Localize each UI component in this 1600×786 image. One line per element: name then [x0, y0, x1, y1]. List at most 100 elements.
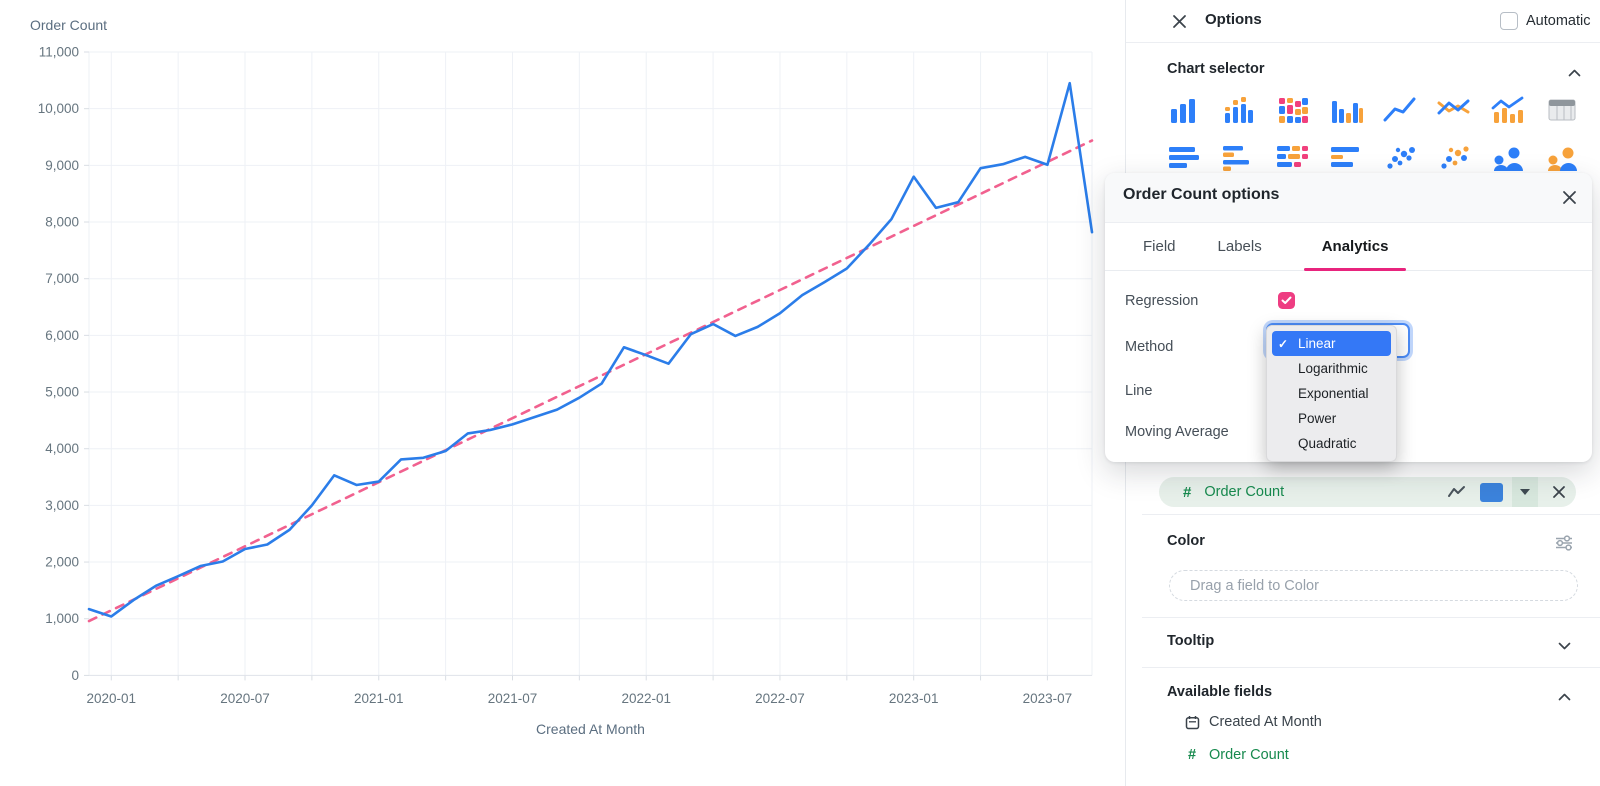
scatter-duo-icon[interactable]: [1437, 143, 1471, 173]
field-item-order-count[interactable]: # Order Count: [1184, 747, 1289, 763]
svg-text:7,000: 7,000: [45, 271, 79, 286]
method-label: Method: [1125, 339, 1174, 355]
regression-checkbox[interactable]: [1278, 292, 1295, 309]
svg-text:8,000: 8,000: [45, 215, 79, 230]
automatic-checkbox-label: Automatic: [1526, 13, 1591, 29]
popup-close-icon[interactable]: [1560, 188, 1578, 206]
tab-field[interactable]: Field: [1143, 237, 1176, 255]
order-count-options-popup: Order Count options Field Labels Analyti…: [1105, 173, 1592, 462]
chevron-down-icon: [1520, 489, 1530, 495]
combo-chart-icon[interactable]: [1491, 95, 1525, 125]
scatter-icon[interactable]: [1383, 143, 1417, 173]
line-label: Line: [1125, 383, 1153, 399]
check-icon: [1281, 296, 1292, 304]
method-option-exponential[interactable]: ✓Exponential: [1272, 381, 1391, 406]
popup-tabs: Field Labels Analytics: [1105, 222, 1592, 271]
line-chart-icon[interactable]: [1383, 95, 1417, 125]
method-option-label: Quadratic: [1298, 436, 1357, 451]
svg-text:2,000: 2,000: [45, 555, 79, 570]
number-field-icon: #: [1183, 483, 1192, 501]
svg-text:9,000: 9,000: [45, 158, 79, 173]
bar-chart-icon[interactable]: [1167, 95, 1201, 125]
svg-text:2020-01: 2020-01: [87, 691, 137, 706]
chart-selector-collapse-icon[interactable]: [1568, 64, 1581, 82]
chart-selector-title: Chart selector: [1167, 61, 1265, 77]
series-pill-label: Order Count: [1204, 484, 1285, 500]
svg-text:2022-07: 2022-07: [755, 691, 805, 706]
automatic-checkbox[interactable]: [1500, 12, 1518, 30]
remove-series-icon[interactable]: [1552, 485, 1566, 499]
svg-text:1,000: 1,000: [45, 611, 79, 626]
svg-text:4,000: 4,000: [45, 441, 79, 456]
color-drop-placeholder: Drag a field to Color: [1190, 577, 1319, 594]
column-duo-icon[interactable]: [1329, 95, 1363, 125]
series-pill-order-count[interactable]: # Order Count: [1159, 477, 1576, 507]
hbar-duo-icon[interactable]: [1221, 143, 1255, 173]
method-option-linear[interactable]: ✓ Linear: [1272, 331, 1391, 356]
divider: [1142, 514, 1600, 515]
svg-text:2023-01: 2023-01: [889, 691, 939, 706]
available-fields-collapse-icon[interactable]: [1558, 688, 1571, 706]
svg-text:2022-01: 2022-01: [621, 691, 671, 706]
svg-text:2021-01: 2021-01: [354, 691, 404, 706]
stacked-grid-icon[interactable]: [1275, 95, 1309, 125]
close-options-icon[interactable]: [1170, 12, 1188, 30]
method-option-label: Linear: [1298, 336, 1336, 351]
tab-analytics[interactable]: Analytics: [1303, 222, 1407, 271]
series-color-swatch[interactable]: [1480, 482, 1503, 502]
moving-average-label: Moving Average: [1125, 424, 1229, 440]
hash-icon: #: [1187, 747, 1197, 763]
svg-text:Created At Month: Created At Month: [536, 721, 645, 737]
color-section-title: Color: [1167, 533, 1205, 549]
regression-label: Regression: [1125, 293, 1199, 309]
hbar-long-icon[interactable]: [1329, 143, 1363, 173]
method-option-label: Logarithmic: [1298, 361, 1368, 376]
people-icon[interactable]: [1491, 143, 1525, 173]
color-drop-zone[interactable]: Drag a field to Color: [1169, 570, 1578, 601]
popup-title: Order Count options: [1123, 186, 1280, 203]
chart-type-row-1: [1167, 95, 1579, 125]
method-dropdown-menu: ✓ Linear ✓Logarithmic✓Exponential✓Power✓Qu…: [1266, 325, 1397, 462]
method-option-label: Power: [1298, 411, 1337, 426]
method-option-logarithmic[interactable]: ✓Logarithmic: [1272, 356, 1391, 381]
svg-text:2020-07: 2020-07: [220, 691, 270, 706]
table-icon[interactable]: [1545, 95, 1579, 125]
svg-text:2021-07: 2021-07: [488, 691, 538, 706]
multi-line-icon[interactable]: [1437, 95, 1471, 125]
tooltip-expand-icon[interactable]: [1558, 637, 1571, 655]
tab-labels[interactable]: Labels: [1217, 237, 1262, 255]
calendar-icon: [1184, 715, 1200, 730]
series-color-dropdown[interactable]: [1512, 477, 1538, 507]
divider: [1142, 667, 1600, 668]
chart-area: 0 1,000 2,000 3,000 4,000 5,000 6,000 7,000 8,00…: [0, 0, 1125, 786]
check-icon: ✓: [1278, 336, 1289, 351]
chart-type-row-2: [1167, 143, 1579, 173]
svg-text:Order Count: Order Count: [30, 17, 107, 33]
grouped-bar-icon[interactable]: [1221, 95, 1255, 125]
options-panel-header: Options Automatic: [1126, 0, 1600, 43]
svg-text:10,000: 10,000: [38, 101, 79, 116]
people-duo-icon[interactable]: [1545, 143, 1579, 173]
popup-header: Order Count options: [1105, 173, 1592, 223]
field-item-label: Created At Month: [1209, 714, 1322, 730]
field-item-created-at-month[interactable]: Created At Month: [1184, 714, 1322, 730]
svg-text:11,000: 11,000: [39, 45, 79, 60]
field-item-label: Order Count: [1209, 747, 1289, 763]
method-option-label: Exponential: [1298, 386, 1369, 401]
svg-text:2023-07: 2023-07: [1023, 691, 1073, 706]
color-settings-icon[interactable]: [1555, 535, 1573, 556]
line-style-icon[interactable]: [1447, 485, 1467, 499]
svg-text:3,000: 3,000: [45, 498, 79, 513]
method-option-power[interactable]: ✓Power: [1272, 406, 1391, 431]
order-count-line-chart[interactable]: 0 1,000 2,000 3,000 4,000 5,000 6,000 7,000 8,00…: [0, 0, 1125, 786]
available-fields-title: Available fields: [1167, 684, 1273, 700]
tooltip-section-title: Tooltip: [1167, 633, 1215, 649]
options-panel-title: Options: [1205, 11, 1262, 28]
svg-text:5,000: 5,000: [45, 385, 79, 400]
hbar-stacked-icon[interactable]: [1275, 143, 1309, 173]
method-option-quadratic[interactable]: ✓Quadratic: [1272, 431, 1391, 456]
svg-text:0: 0: [71, 668, 79, 683]
divider: [1142, 617, 1600, 618]
hbar-icon[interactable]: [1167, 143, 1201, 173]
